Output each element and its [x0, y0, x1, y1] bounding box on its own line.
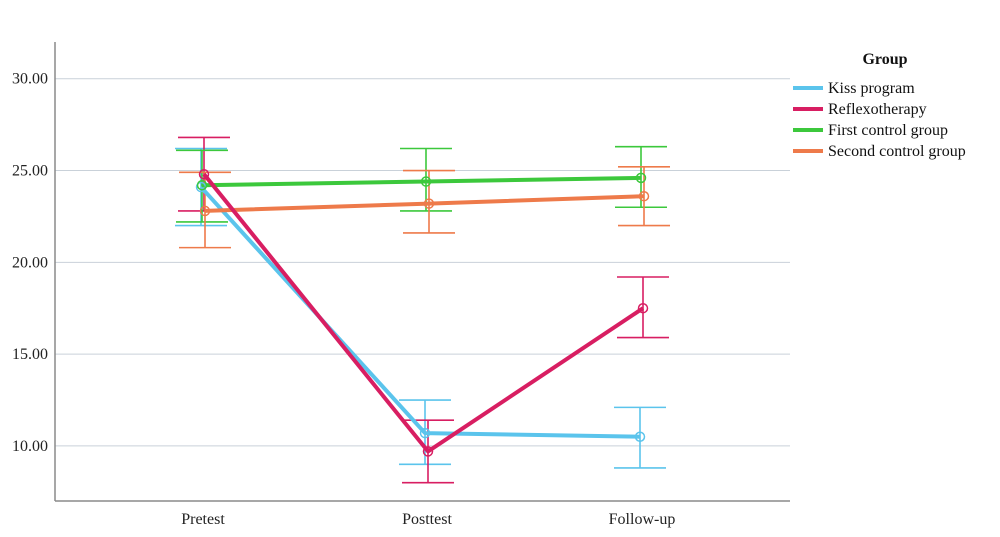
- data-point: [423, 198, 435, 209]
- data-point: [196, 179, 208, 191]
- y-tick-label: 25.00: [12, 163, 48, 180]
- axes: [54, 42, 790, 502]
- data-point: [638, 190, 650, 202]
- data-point: [634, 431, 646, 442]
- data-point: [419, 427, 431, 439]
- legend-label: Second control group: [828, 143, 966, 160]
- legend-item: First control group: [793, 122, 948, 139]
- series-line: [204, 194, 645, 213]
- y-tick-label: 15.00: [12, 346, 48, 363]
- series-line: [201, 175, 642, 188]
- data-point: [422, 446, 434, 457]
- legend-label: Kiss program: [828, 80, 915, 97]
- y-tick-label: 10.00: [12, 438, 48, 455]
- data-point: [198, 168, 210, 180]
- legend-item: Second control group: [793, 143, 966, 160]
- x-tick-label: Posttest: [402, 511, 452, 528]
- error-bar: [176, 149, 228, 223]
- legend: Group Kiss program Reflexotherapy First co…: [793, 51, 966, 160]
- y-tick-label: 30.00: [12, 71, 48, 88]
- data-point: [637, 302, 649, 314]
- grid-lines: [55, 78, 790, 447]
- series: [175, 136, 670, 484]
- legend-item: Kiss program: [793, 80, 915, 97]
- data-point: [420, 176, 432, 187]
- series-markers: [195, 168, 650, 457]
- series-lines: [199, 172, 645, 454]
- series-line: [199, 185, 641, 439]
- legend-label: Reflexotherapy: [828, 101, 927, 118]
- legend-title: Group: [862, 51, 907, 68]
- y-tick-labels: 10.00 15.00 20.00 25.00 30.00: [12, 71, 48, 455]
- y-tick-label: 20.00: [12, 254, 48, 271]
- data-point: [635, 172, 647, 184]
- x-tick-label: Pretest: [181, 511, 225, 528]
- x-tick-label: Follow-up: [609, 511, 676, 528]
- error-bar: [617, 276, 669, 339]
- series-line: [202, 172, 645, 454]
- error-bar: [614, 406, 666, 469]
- data-point: [199, 205, 211, 217]
- x-tick-labels: Pretest Posttest Follow-up: [181, 511, 675, 528]
- legend-item: Reflexotherapy: [793, 101, 927, 118]
- legend-label: First control group: [828, 122, 948, 139]
